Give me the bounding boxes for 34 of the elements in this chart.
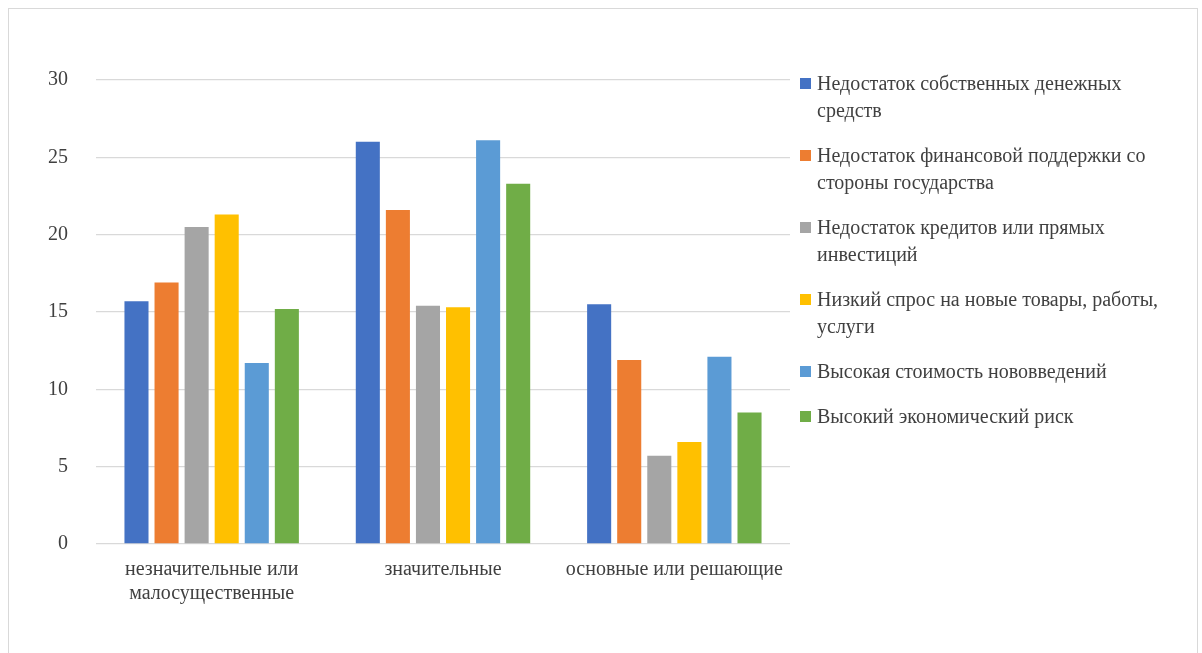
y-tick-label: 0 [58,531,68,554]
legend-label: Недостаток собственных денежных средств [817,71,1123,124]
bar [124,301,149,544]
bar [274,308,299,544]
legend-label: Низкий спрос на новые товары, работы, услуги [817,287,1160,340]
bar [587,304,612,544]
x-tick-label: значительные [384,557,502,580]
bar [184,226,209,544]
bar [446,307,471,544]
bar [214,214,239,544]
x-tick-label: основные или решающие [565,557,783,581]
bar [244,363,269,544]
legend-label: Высокая стоимость нововведений [817,359,1107,385]
bar [506,183,531,544]
legend-label: Недостаток финансовой поддержки со стороны государства [817,143,1147,196]
legend-label: Высокий экономический риск [817,404,1074,430]
bar [647,455,672,544]
x-tick-label: незначительные или малосущественные [124,557,299,605]
bar [617,359,642,544]
bar [677,441,702,544]
bar [415,305,440,544]
y-tick-label: 10 [48,376,68,399]
bar [737,412,762,544]
y-tick-label: 30 [48,67,68,90]
y-tick-label: 20 [48,221,68,244]
y-tick-label: 25 [48,144,68,167]
y-tick-label: 5 [58,453,68,476]
legend-label: Недостаток кредитов или прямых инвестиций [817,215,1106,268]
bar [154,282,179,544]
bar [707,356,732,544]
bar [476,140,501,544]
bar [355,141,380,544]
bar [385,209,410,544]
y-tick-label: 15 [48,299,68,322]
